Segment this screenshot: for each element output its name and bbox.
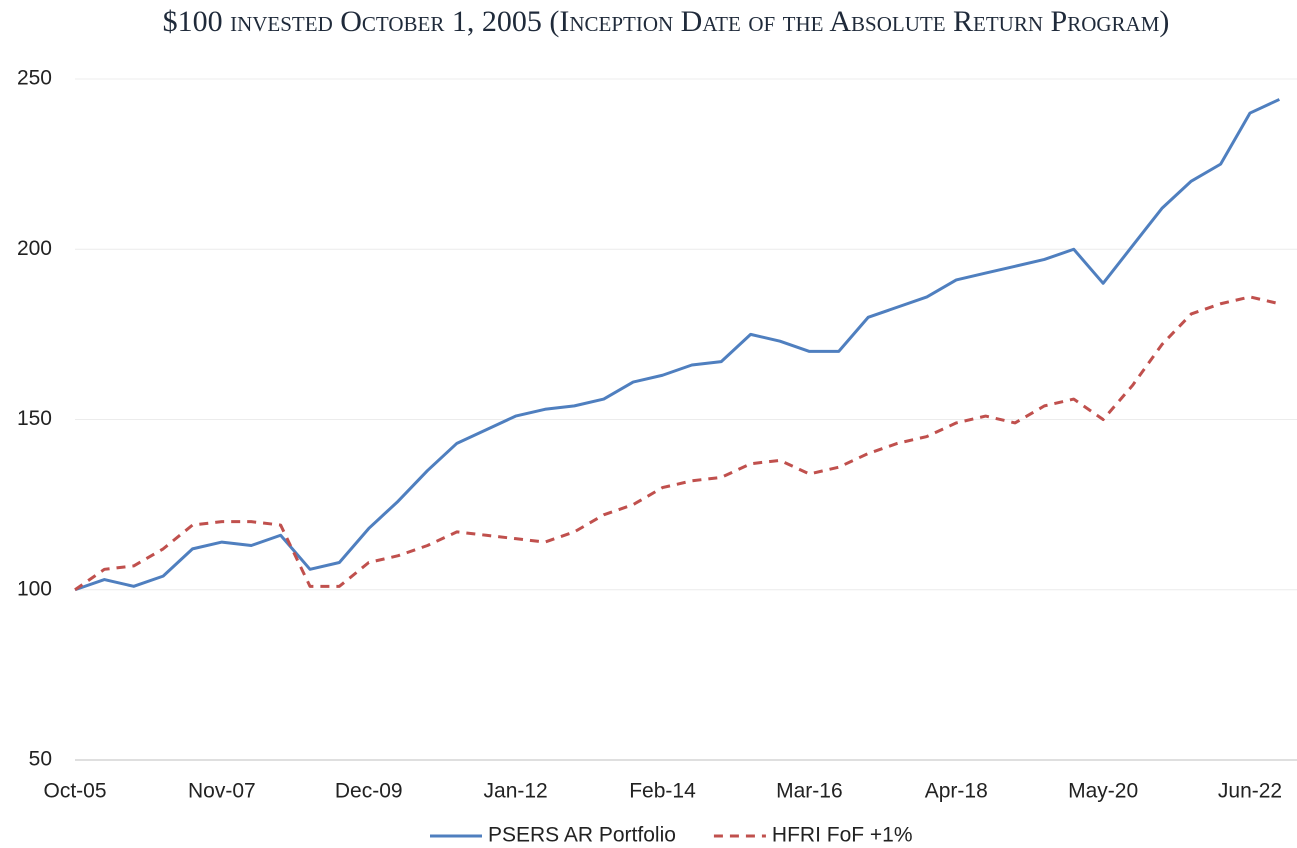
x-tick-label: Dec-09	[335, 780, 403, 803]
x-tick-label: Apr-18	[925, 780, 988, 803]
y-tick-label: 200	[17, 237, 52, 260]
series-line	[74, 295, 1280, 591]
x-tick-label: Oct-05	[43, 780, 106, 803]
y-tick-label: 150	[17, 407, 52, 430]
x-tick-label: Feb-14	[629, 780, 696, 803]
x-tick-label: Nov-07	[188, 780, 256, 803]
series-line	[74, 98, 1281, 592]
legend-label: HFRI FoF +1%	[772, 824, 913, 847]
x-tick-label: Mar-16	[776, 780, 843, 803]
y-tick-label: 50	[29, 748, 52, 771]
chart-title: $100 invested October 1, 2005 (Inception…	[163, 5, 1170, 38]
x-tick-label: May-20	[1068, 780, 1138, 803]
y-tick-label: 250	[17, 67, 52, 90]
x-tick-label: Jan-12	[484, 780, 548, 803]
legend-label: PSERS AR Portfolio	[488, 824, 676, 847]
y-tick-label: 100	[17, 577, 52, 600]
x-tick-label: Jun-22	[1218, 780, 1282, 803]
